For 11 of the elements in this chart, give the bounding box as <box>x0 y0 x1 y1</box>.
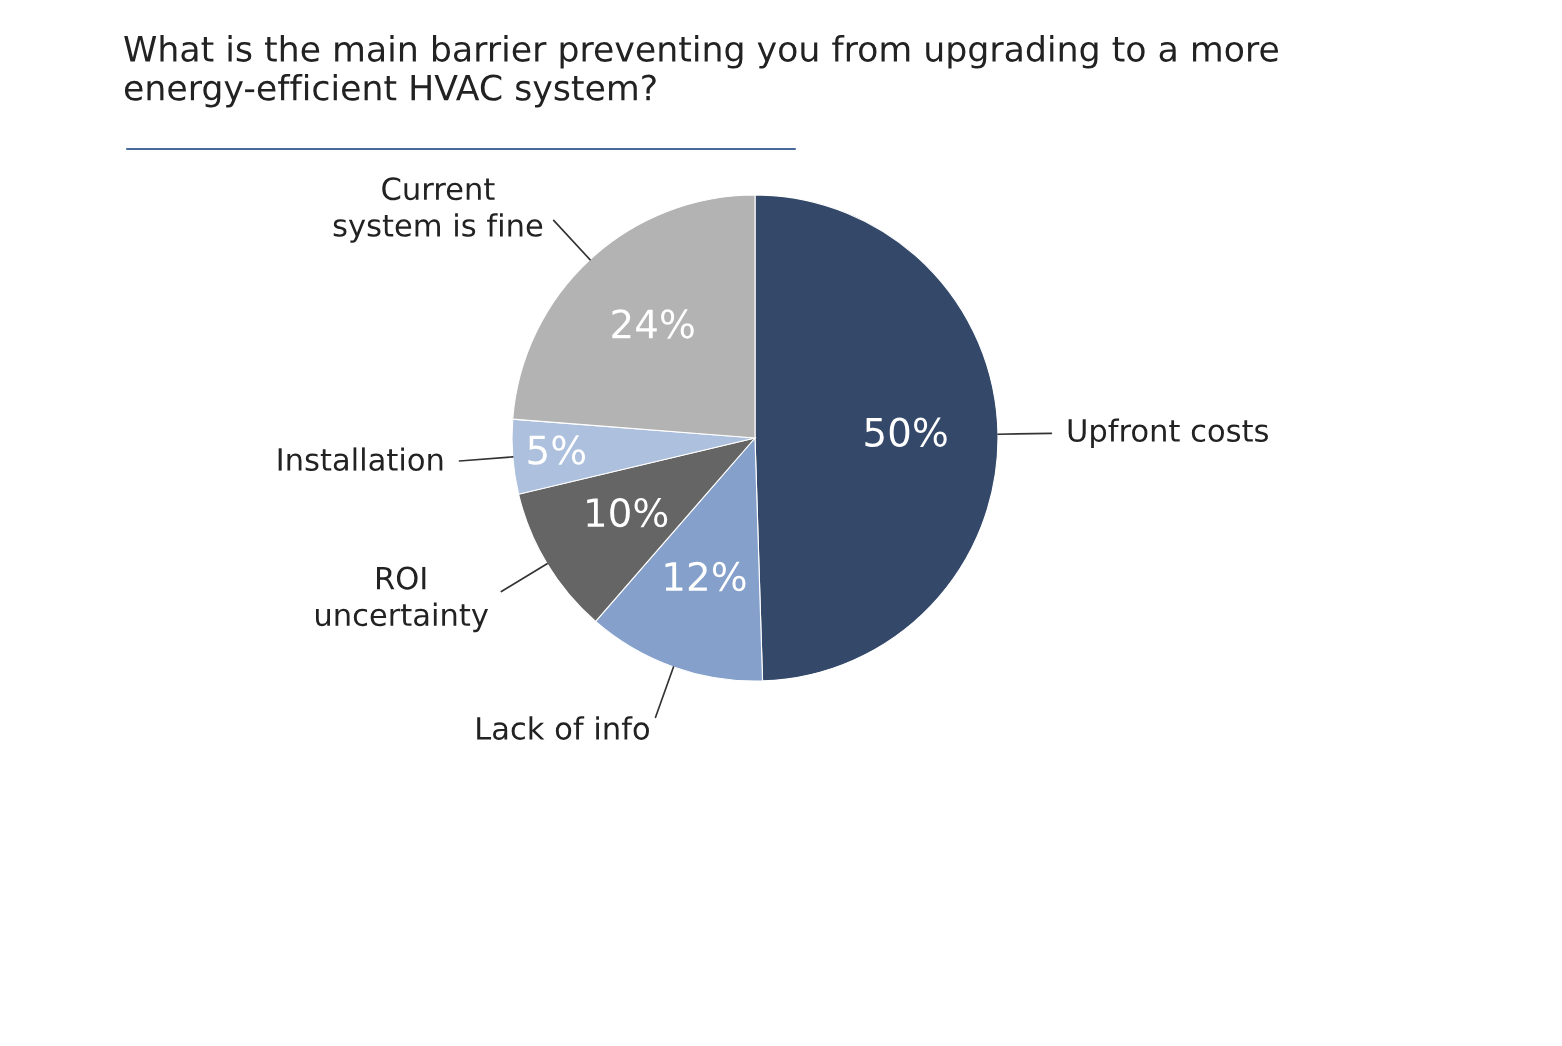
slice-label: Upfront costs <box>1068 418 1268 448</box>
chart-title: What is the main barrier preventing you from upgrading to a more energy-efficient HVAC system? <box>124 35 1278 108</box>
slice-label: Current system is fine <box>333 177 543 243</box>
data-label: 5% <box>528 435 586 465</box>
slice-label: Lack of info <box>477 716 649 740</box>
slice-label: Installation <box>278 447 443 472</box>
slice-label: ROI uncertainty <box>316 566 489 633</box>
data-label: 24% <box>612 309 694 339</box>
data-label: 10% <box>587 497 668 528</box>
data-label: 50% <box>865 417 947 447</box>
data-label: 12% <box>665 561 746 592</box>
